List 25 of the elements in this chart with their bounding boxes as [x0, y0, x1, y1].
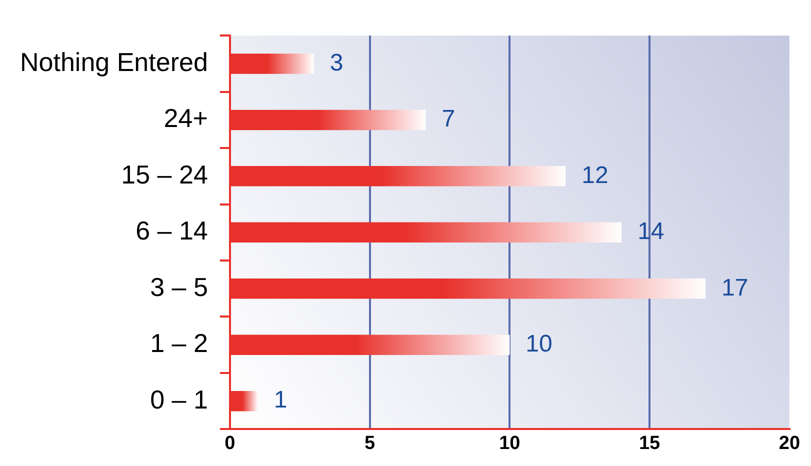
bar	[230, 390, 258, 412]
data-label: 10	[526, 330, 552, 358]
y-tick-label: 3 – 5	[150, 272, 208, 302]
y-tick-label: 6 – 14	[136, 216, 208, 246]
bar	[230, 222, 622, 243]
x-tick-label: 15	[638, 432, 661, 454]
data-label: 17	[722, 274, 748, 302]
y-tick-label: 1 – 2	[150, 328, 208, 358]
y-tick-label: 0 – 1	[150, 384, 208, 414]
x-tick-label: 10	[499, 432, 520, 454]
y-tick-label: 15 – 24	[121, 159, 208, 190]
bar	[230, 166, 566, 186]
bar	[230, 54, 314, 74]
data-label: 3	[330, 49, 344, 76]
bar	[230, 110, 426, 130]
y-tick-label: Nothing Entered	[20, 46, 208, 77]
data-label: 7	[442, 106, 456, 133]
x-tick-label: 5	[364, 432, 376, 454]
x-tick-label: 0	[224, 432, 236, 454]
bar	[230, 278, 706, 299]
data-label: 1	[274, 386, 288, 414]
bar	[230, 334, 510, 355]
x-tick-label: 20	[778, 432, 800, 454]
y-tick-label: 24+	[164, 103, 208, 134]
data-label: 12	[582, 162, 608, 189]
